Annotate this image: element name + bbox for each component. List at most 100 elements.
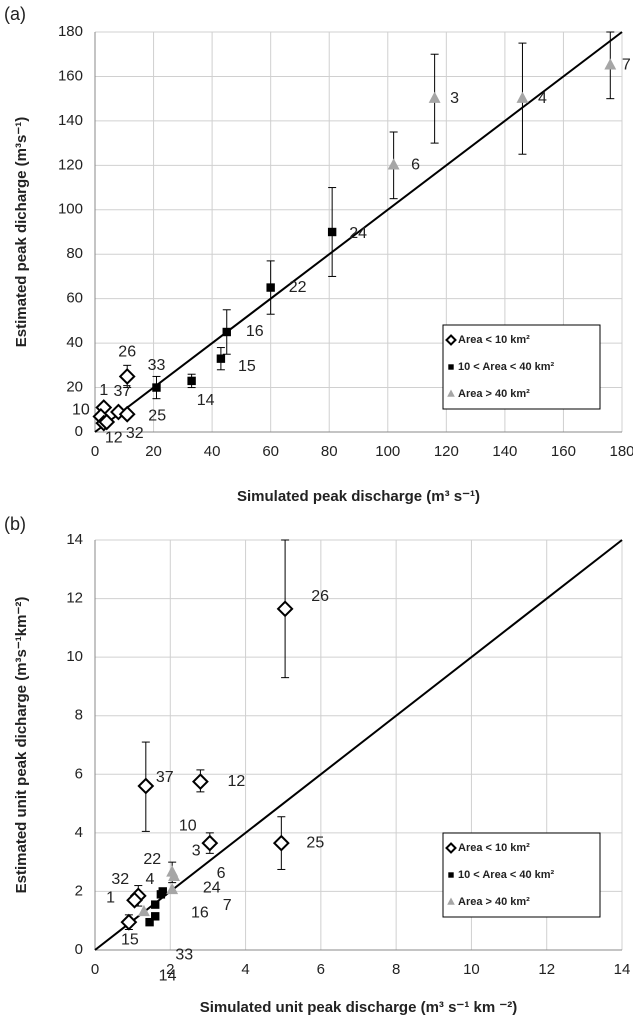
point-label: 12 bbox=[228, 773, 246, 790]
legend-label: Area > 40 km² bbox=[458, 388, 530, 400]
x-tick-label: 0 bbox=[91, 961, 99, 978]
point-label: 1 bbox=[99, 382, 108, 399]
y-tick-label: 140 bbox=[58, 112, 83, 129]
point-label: 7 bbox=[622, 57, 631, 74]
marker-diamond bbox=[137, 777, 155, 795]
marker-triangle bbox=[137, 904, 150, 917]
y-tick-label: 80 bbox=[66, 245, 83, 262]
point-label: 10 bbox=[179, 817, 197, 834]
point-label: 4 bbox=[538, 90, 547, 107]
one-to-one-line bbox=[94, 31, 623, 433]
y-tick-label: 180 bbox=[58, 23, 83, 40]
x-axis-label: Simulated peak discharge (m³ s⁻¹) bbox=[237, 488, 480, 505]
y-tick-label: 0 bbox=[75, 423, 83, 440]
x-tick-label: 12 bbox=[538, 961, 555, 978]
point-label: 16 bbox=[246, 323, 264, 340]
y-tick-label: 6 bbox=[75, 765, 83, 782]
marker-square bbox=[222, 327, 231, 337]
x-tick-label: 8 bbox=[392, 961, 400, 978]
x-tick-label: 40 bbox=[204, 443, 221, 460]
marker-triangle bbox=[387, 158, 400, 170]
marker-square bbox=[187, 376, 196, 386]
point-label: 14 bbox=[159, 967, 177, 984]
y-axis-label: Estimated unit peak dicharge (m³s⁻¹km⁻²) bbox=[13, 597, 30, 894]
y-tick-label: 10 bbox=[66, 648, 83, 665]
y-tick-label: 100 bbox=[58, 201, 83, 218]
y-tick-label: 8 bbox=[75, 707, 83, 724]
x-tick-label: 10 bbox=[463, 961, 480, 978]
point-label: 25 bbox=[306, 834, 324, 851]
marker-triangle bbox=[604, 58, 617, 70]
point-label: 12 bbox=[105, 429, 123, 446]
marker-triangle bbox=[447, 897, 455, 905]
y-tick-label: 0 bbox=[75, 941, 83, 958]
marker-diamond bbox=[445, 842, 457, 854]
x-tick-label: 140 bbox=[492, 443, 517, 460]
marker-square bbox=[151, 900, 160, 909]
panel-label: (a) bbox=[4, 4, 26, 24]
point-label: 14 bbox=[197, 392, 215, 409]
point-label: 22 bbox=[143, 851, 161, 868]
point-label: 3 bbox=[450, 90, 459, 107]
y-tick-label: 120 bbox=[58, 156, 83, 173]
marker-diamond bbox=[276, 600, 294, 618]
legend-box bbox=[442, 324, 601, 410]
point-label: 32 bbox=[111, 871, 129, 888]
point-label: 6 bbox=[411, 157, 420, 174]
point-label: 3 bbox=[192, 843, 201, 860]
point-label: 16 bbox=[191, 905, 209, 922]
y-tick-label: 14 bbox=[66, 531, 83, 548]
marker-triangle bbox=[428, 91, 441, 103]
marker-diamond bbox=[191, 773, 209, 791]
legend-label: 10 < Area < 40 km² bbox=[458, 869, 555, 881]
point-label: 15 bbox=[238, 358, 256, 375]
marker-triangle bbox=[168, 869, 180, 881]
x-tick-label: 2 bbox=[166, 961, 174, 978]
marker-square bbox=[145, 917, 154, 927]
marker-diamond bbox=[272, 834, 290, 852]
point-label: 33 bbox=[148, 357, 166, 374]
marker-square bbox=[216, 354, 226, 363]
marker-diamond bbox=[201, 834, 219, 852]
y-axis-label: Estimated peak dicharge (m³s⁻¹) bbox=[13, 117, 30, 347]
marker-triangle bbox=[166, 882, 179, 895]
x-tick-label: 60 bbox=[262, 443, 279, 460]
y-tick-label: 60 bbox=[66, 290, 83, 307]
point-label: 4 bbox=[145, 871, 154, 888]
x-tick-label: 100 bbox=[375, 443, 400, 460]
point-label: 1 bbox=[106, 889, 115, 906]
point-label: 22 bbox=[289, 279, 307, 296]
marker-diamond bbox=[120, 913, 138, 931]
point-label: 15 bbox=[121, 931, 139, 948]
y-tick-label: 12 bbox=[66, 590, 83, 607]
point-label: 26 bbox=[118, 344, 136, 361]
y-tick-label: 2 bbox=[75, 882, 83, 899]
point-label: 33 bbox=[175, 947, 193, 964]
point-label: 26 bbox=[311, 588, 329, 605]
x-tick-label: 80 bbox=[321, 443, 338, 460]
legend-box bbox=[442, 832, 601, 918]
legend-label: Area < 10 km² bbox=[458, 842, 530, 854]
x-tick-label: 14 bbox=[614, 961, 631, 978]
x-tick-label: 6 bbox=[317, 961, 325, 978]
marker-square bbox=[158, 887, 167, 896]
marker-diamond bbox=[445, 334, 457, 346]
marker-square bbox=[151, 912, 160, 921]
one-to-one-line bbox=[94, 539, 623, 951]
legend-label: Area < 10 km² bbox=[458, 334, 530, 346]
point-label: 10 bbox=[72, 402, 90, 419]
x-tick-label: 120 bbox=[434, 443, 459, 460]
marker-triangle bbox=[447, 389, 455, 397]
marker-square bbox=[266, 283, 275, 292]
point-label: 7 bbox=[223, 897, 232, 914]
marker-square bbox=[152, 383, 161, 392]
y-tick-label: 40 bbox=[66, 334, 83, 351]
point-label: 24 bbox=[349, 225, 367, 242]
y-tick-label: 4 bbox=[75, 824, 83, 841]
marker-square bbox=[448, 872, 454, 878]
y-tick-label: 20 bbox=[66, 379, 83, 396]
marker-diamond bbox=[118, 405, 136, 423]
legend-label: 10 < Area < 40 km² bbox=[458, 361, 555, 373]
point-label: 37 bbox=[114, 383, 132, 400]
